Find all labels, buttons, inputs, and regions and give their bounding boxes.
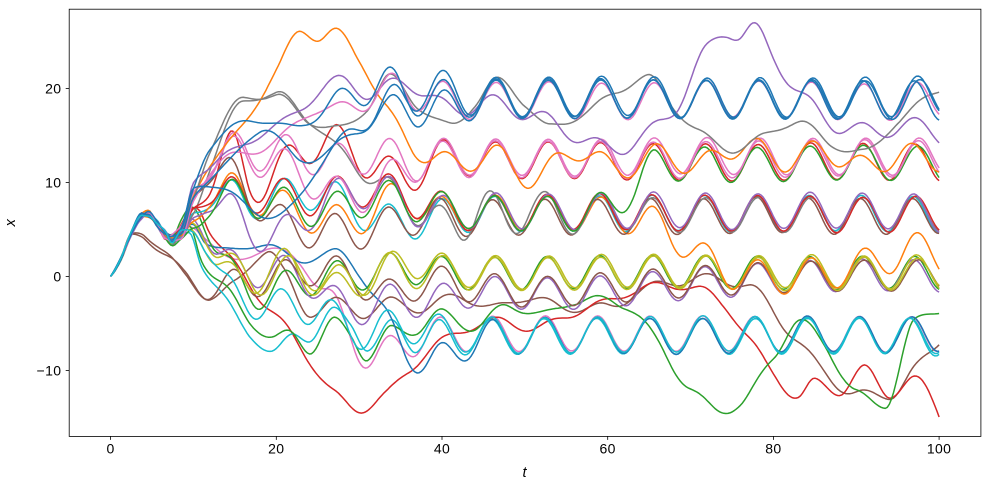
svg-text:t: t: [522, 465, 527, 481]
svg-text:x: x: [3, 218, 19, 227]
svg-text:10: 10: [45, 174, 61, 190]
svg-text:80: 80: [765, 441, 781, 457]
svg-text:0: 0: [53, 268, 61, 284]
svg-text:60: 60: [600, 441, 616, 457]
svg-text:40: 40: [434, 441, 450, 457]
svg-text:0: 0: [107, 441, 115, 457]
svg-text:20: 20: [268, 441, 284, 457]
svg-text:100: 100: [927, 441, 952, 457]
svg-text:−10: −10: [37, 362, 62, 378]
svg-text:20: 20: [45, 80, 61, 96]
